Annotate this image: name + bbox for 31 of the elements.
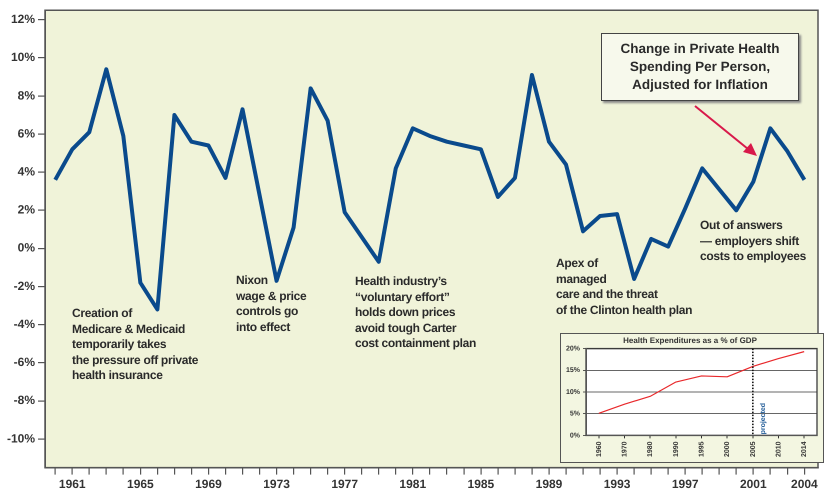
y-tick-label: -10% (7, 431, 36, 446)
x-tick-label: 1977 (331, 477, 358, 492)
annotation: Health industry’s “voluntary effort” holds down prices avoid tough Carter cost containment plan (355, 274, 476, 352)
y-tick-label: -4% (14, 316, 36, 331)
annotation: Nixon wage & price controls go into effect (236, 273, 306, 335)
x-tick-label: 1989 (536, 477, 563, 492)
y-tick-label: -2% (14, 278, 36, 293)
y-tick-label: 0% (18, 240, 36, 255)
text: Change in Private Health Spending Per Person, Adjusted for Inflation (601, 33, 799, 101)
x-tick-label: 1981 (399, 477, 426, 492)
chart-title: Health Expenditures as a % of GDP (623, 336, 758, 346)
y-tick-label: -6% (14, 355, 36, 370)
y-tick-label: 10% (10, 50, 36, 64)
y-tick-label: 6% (18, 126, 36, 140)
x-tick-label: 1969 (195, 477, 222, 492)
annotation: Apex of managed care and the threat of the Clinton health plan (556, 256, 692, 318)
x-tick-label: 1973 (263, 477, 290, 492)
x-tick-label: 1965 (127, 477, 154, 492)
x-tick-label: 1985 (468, 477, 495, 492)
y-tick-label: 4% (18, 164, 36, 179)
y-tick-label: -8% (14, 393, 36, 408)
annotation: Out of answers — employers shift costs to employees (700, 218, 806, 264)
x-tick-label: 1997 (672, 477, 699, 492)
x-tick-label: 2001 (740, 477, 767, 492)
y-tick-label: 2% (18, 202, 36, 217)
x-tick-label: 2004 (791, 477, 818, 492)
y-tick-label: 8% (18, 88, 36, 102)
y-tick-label: 12% (10, 12, 36, 26)
annotation: Creation of Medicare & Medicaid temporarily takes the pressure off private health insurance (72, 306, 198, 384)
x-tick-label: 1961 (58, 477, 86, 492)
x-tick-label: 1993 (604, 477, 631, 492)
